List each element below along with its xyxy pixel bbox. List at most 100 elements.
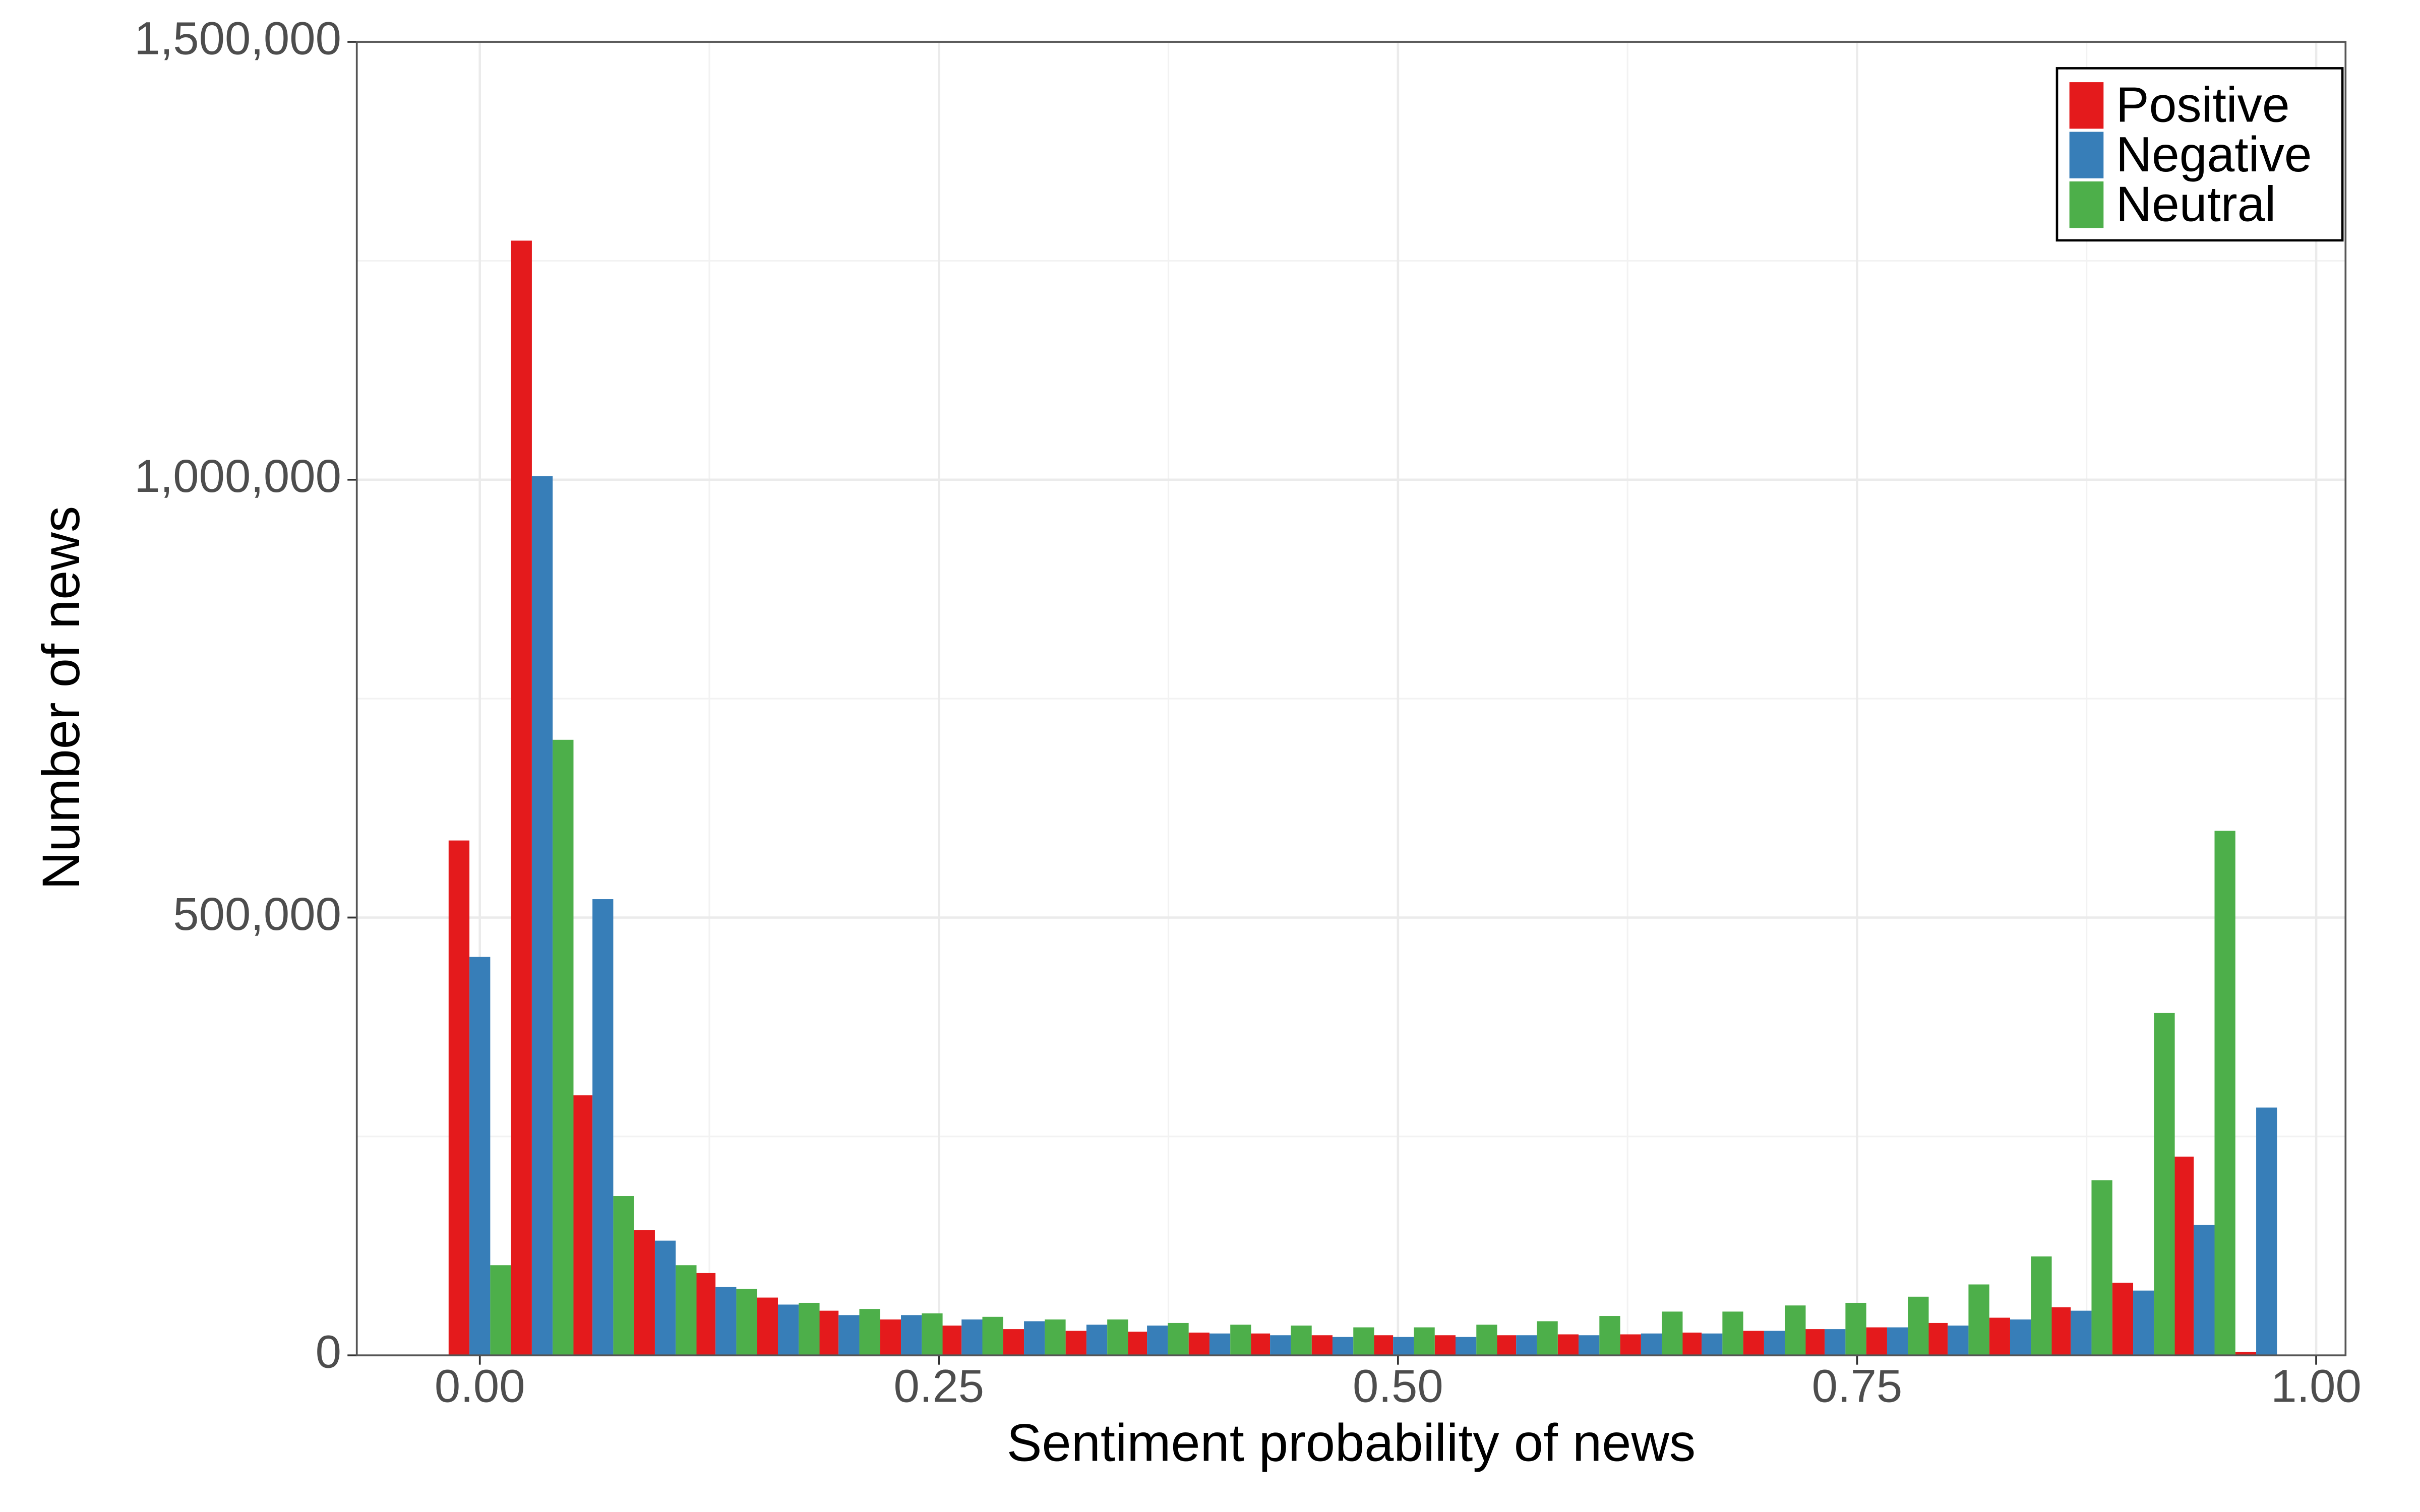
bar — [1926, 1322, 1948, 1356]
bar — [1311, 1335, 1333, 1356]
bar — [1126, 1332, 1147, 1356]
x-tick-label: 0.25 — [893, 1359, 984, 1412]
bar — [1825, 1329, 1846, 1356]
bar — [1537, 1321, 1558, 1356]
bar — [592, 899, 614, 1356]
bar — [817, 1310, 839, 1356]
bar — [2256, 1107, 2277, 1356]
bar — [1599, 1316, 1620, 1356]
bar — [469, 957, 491, 1356]
plot-border — [355, 41, 2347, 1357]
bar — [982, 1316, 1003, 1356]
bar — [2031, 1256, 2052, 1356]
bar — [2133, 1290, 2154, 1356]
bar — [1476, 1325, 1497, 1356]
legend-key — [2069, 132, 2104, 178]
bar — [1332, 1337, 1354, 1356]
legend-label: Negative — [2116, 127, 2312, 182]
bar — [2091, 1180, 2112, 1356]
bar — [799, 1302, 820, 1356]
bar — [553, 739, 574, 1356]
bar — [1743, 1331, 1764, 1356]
bar — [838, 1315, 860, 1356]
legend-label: Positive — [2116, 77, 2290, 132]
y-tick-label: 1,500,000 — [134, 12, 341, 64]
bar — [1845, 1302, 1866, 1356]
bar — [1803, 1329, 1825, 1356]
bar — [1024, 1321, 1045, 1356]
bar — [1168, 1322, 1189, 1356]
y-tick-label: 1,000,000 — [134, 450, 341, 502]
bar — [859, 1309, 880, 1356]
bar — [940, 1326, 962, 1356]
y-axis-title: Number of news — [32, 506, 91, 890]
bar — [2154, 1013, 2175, 1356]
bar — [777, 1304, 799, 1356]
x-tick-label: 0.75 — [1812, 1359, 1903, 1412]
legend-box — [2055, 67, 2344, 242]
bar — [1887, 1327, 1908, 1356]
bar — [1968, 1284, 1989, 1356]
bar — [1948, 1326, 1969, 1356]
bar — [922, 1313, 943, 1356]
bar — [1620, 1334, 1641, 1356]
legend-key — [2069, 82, 2104, 129]
bar — [1045, 1319, 1066, 1356]
bar — [1393, 1337, 1414, 1356]
bar — [1785, 1305, 1806, 1356]
x-tick-label: 0.50 — [1353, 1359, 1443, 1412]
bar — [1456, 1337, 1477, 1356]
bar — [1702, 1333, 1723, 1356]
bar — [1209, 1333, 1231, 1356]
bar — [1086, 1325, 1108, 1356]
bar — [1249, 1333, 1270, 1356]
bar — [1557, 1334, 1579, 1356]
bar — [613, 1196, 634, 1356]
bar — [511, 240, 532, 1356]
legend-label: Neutral — [2116, 176, 2276, 231]
bar — [1291, 1326, 1312, 1356]
bar — [694, 1273, 716, 1356]
bar — [1414, 1327, 1435, 1356]
bar — [2172, 1156, 2194, 1356]
bar — [1866, 1327, 1887, 1356]
bar — [571, 1095, 593, 1356]
bar — [2010, 1319, 2031, 1356]
bar — [676, 1265, 697, 1356]
bar — [531, 476, 553, 1356]
bar — [2049, 1307, 2071, 1356]
bar — [1662, 1311, 1683, 1356]
bar — [961, 1319, 983, 1356]
bar — [1641, 1333, 1662, 1356]
bar — [2194, 1225, 2215, 1356]
bar — [1372, 1335, 1394, 1356]
bar — [1495, 1335, 1517, 1356]
bar — [1908, 1296, 1929, 1356]
bar — [1003, 1329, 1024, 1356]
bar — [654, 1240, 676, 1356]
x-axis-title: Sentiment probability of news — [1007, 1413, 1696, 1472]
bar — [634, 1230, 655, 1356]
bar — [1722, 1311, 1743, 1356]
x-tick-label: 1.00 — [2271, 1359, 2362, 1412]
bar — [2214, 831, 2235, 1356]
bar — [736, 1289, 757, 1356]
bar — [2235, 1352, 2257, 1356]
bar — [1680, 1333, 1702, 1356]
bar — [1764, 1331, 1785, 1356]
legend-key — [2069, 181, 2104, 228]
bar — [1579, 1335, 1600, 1356]
bar — [2071, 1310, 2092, 1356]
bar — [1188, 1333, 1209, 1356]
bar — [1516, 1335, 1537, 1356]
bar — [1989, 1317, 2010, 1356]
bar — [2112, 1283, 2134, 1356]
y-tick-label: 0 — [316, 1326, 341, 1378]
bar — [1065, 1331, 1086, 1356]
bar — [901, 1315, 922, 1356]
bar — [1434, 1335, 1456, 1356]
bar — [1270, 1335, 1291, 1356]
